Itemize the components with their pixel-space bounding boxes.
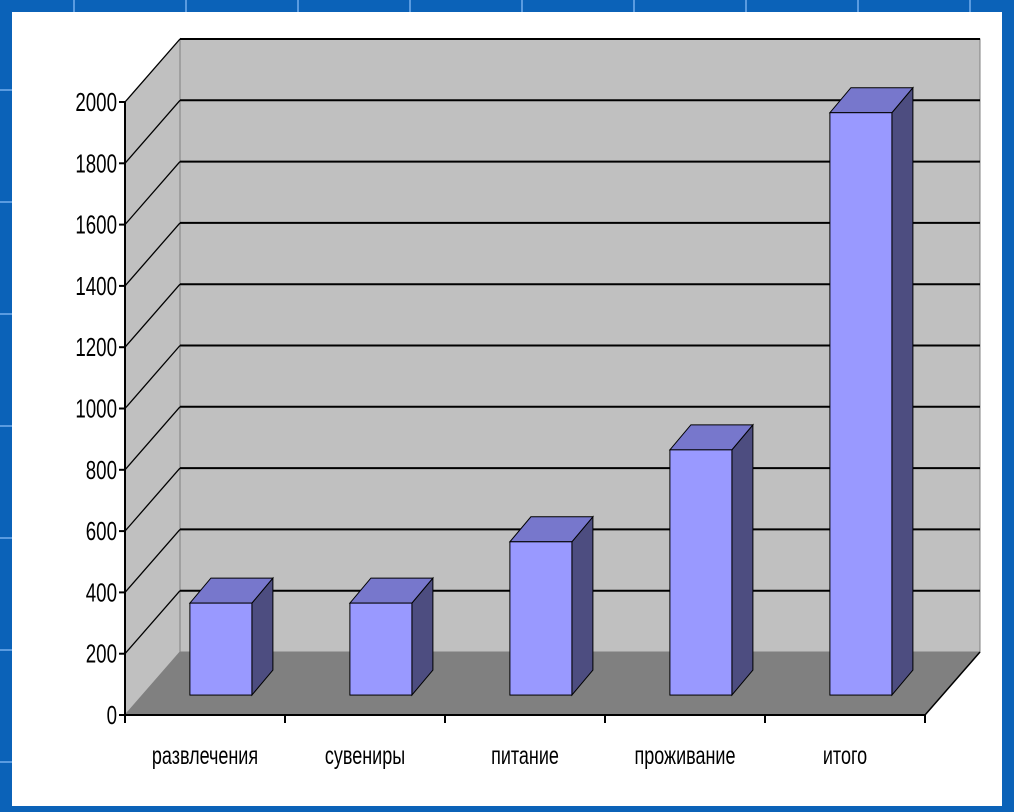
y-tick-label: 1000 <box>75 393 117 423</box>
bar-side <box>731 423 754 697</box>
x-category-labels: развлечения сувениры питание проживание итог… <box>152 741 867 770</box>
bar <box>508 515 594 697</box>
bar-front <box>829 112 893 696</box>
y-tick-label: 1800 <box>75 148 117 178</box>
gridline-depth <box>124 528 181 593</box>
y-tick-label: 1200 <box>75 332 117 362</box>
x-category-label: проживание <box>635 741 736 770</box>
y-tick-label: 1600 <box>75 209 117 239</box>
gridline-depth <box>124 590 181 655</box>
y-tick-label: 200 <box>86 639 117 669</box>
bar-side <box>571 515 594 697</box>
gridline-depth <box>124 161 181 226</box>
gridline-depth <box>124 345 181 409</box>
gridline-depth <box>124 38 181 103</box>
bar <box>188 576 274 697</box>
x-category-label: итого <box>823 741 867 770</box>
bar-front <box>349 602 413 696</box>
y-tick-label: 400 <box>86 577 117 607</box>
gridline-depth <box>124 99 181 164</box>
bar-side <box>891 86 914 697</box>
axes <box>119 101 981 723</box>
gridline-depth <box>124 222 181 287</box>
gridline-depth <box>124 406 181 471</box>
y-tick-label: 0 <box>107 700 117 730</box>
x-axis-depth <box>924 651 981 716</box>
bars <box>188 86 914 697</box>
bar <box>828 86 914 697</box>
gridline-depth <box>124 283 181 348</box>
bar <box>668 423 754 697</box>
y-tick-label: 600 <box>86 516 117 546</box>
x-category-label: сувениры <box>325 741 405 770</box>
x-category-label: развлечения <box>152 741 258 770</box>
y-tick-label: 2000 <box>75 87 117 117</box>
gridline-depth <box>124 467 181 532</box>
y-tick-label: 1400 <box>75 271 117 301</box>
bar-front <box>189 602 253 696</box>
bar-front <box>669 449 733 696</box>
x-category-label: питание <box>491 741 559 770</box>
y-tick-labels: 0 200 400 600 800 1000 1200 1400 1600 1800 2000 <box>75 87 117 730</box>
bar <box>348 576 434 697</box>
bar-front <box>509 541 573 696</box>
y-tick-label: 800 <box>86 455 117 485</box>
